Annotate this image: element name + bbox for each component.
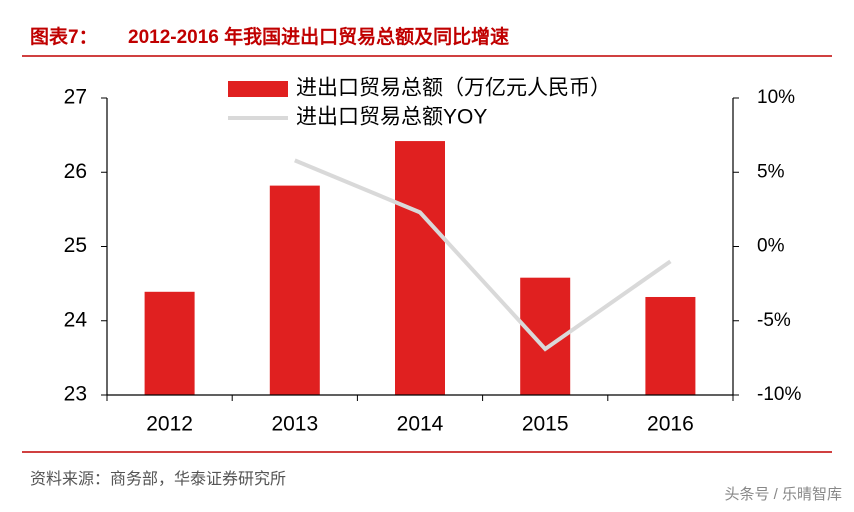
y2-tick-label: 5%: [757, 161, 785, 182]
y2-tick-label: 0%: [757, 236, 785, 257]
chart-title: 2012-2016 年我国进出口贸易总额及同比增速: [128, 25, 509, 48]
y-tick-label: 27: [64, 86, 87, 109]
x-tick-label: 2012: [146, 413, 193, 436]
legend-label: 进出口贸易总额YOY: [296, 106, 487, 129]
bar: [144, 291, 195, 395]
x-tick-label: 2013: [271, 413, 318, 436]
y-tick-label: 23: [64, 383, 87, 406]
line: [294, 158, 672, 352]
y2-tick-label: 10%: [757, 87, 795, 108]
legend-swatch: [228, 81, 288, 97]
bar: [395, 141, 445, 395]
y-tick-label: 26: [64, 160, 87, 183]
y-tick-label: 24: [64, 308, 88, 331]
bar: [645, 296, 696, 395]
legend-label: 进出口贸易总额（万亿元人民币）: [296, 77, 611, 100]
x-tick-label: 2014: [397, 413, 444, 436]
x-tick-label: 2015: [522, 413, 569, 436]
figure-label: 图表7：: [30, 25, 98, 48]
x-tick-label: 2016: [647, 413, 694, 436]
y2-tick-label: -5%: [757, 310, 791, 331]
y2-tick-label: -10%: [757, 384, 801, 405]
y-tick-label: 25: [64, 234, 87, 257]
watermark: 头条号 / 乐晴智库: [724, 485, 842, 503]
source: 资料来源：商务部，华泰证券研究所: [30, 470, 286, 488]
bar: [269, 185, 320, 395]
